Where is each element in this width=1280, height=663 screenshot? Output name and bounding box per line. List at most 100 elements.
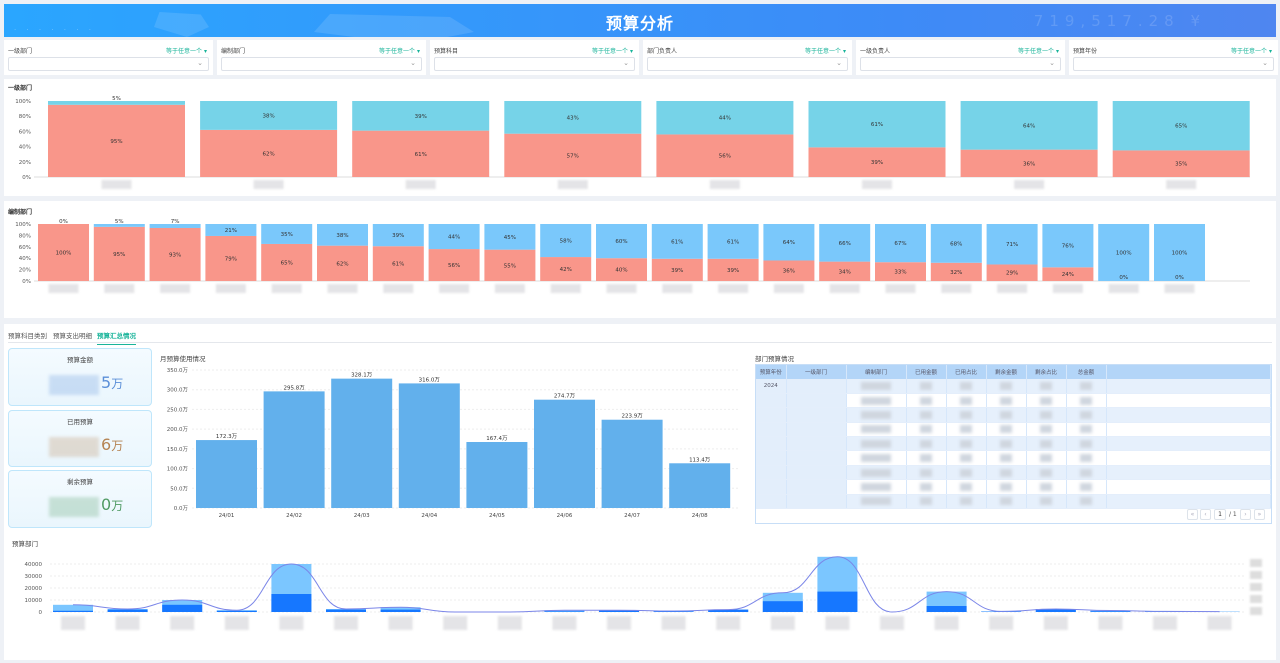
column-header[interactable]: 已用金额 <box>906 365 947 379</box>
redacted-value <box>49 497 99 517</box>
column-header[interactable]: 预算年份 <box>756 365 787 379</box>
redacted-x-label <box>1098 616 1123 630</box>
operator-label: 等于任意一个 <box>166 48 203 55</box>
y-tick-label: 40% <box>19 256 31 262</box>
redacted-x-label <box>607 616 631 630</box>
y-tick-label: 20% <box>19 268 31 274</box>
filter-operator-dropdown[interactable]: 等于任意一个 ▾ <box>166 46 207 55</box>
table-row[interactable] <box>756 422 1271 438</box>
filter-select[interactable]: ⌄ <box>647 57 848 71</box>
label-used: 40% <box>615 268 627 274</box>
redacted-right-axis-label <box>1250 595 1262 603</box>
table-row[interactable] <box>756 436 1271 452</box>
bar-used <box>656 134 794 177</box>
table-row[interactable] <box>756 465 1271 481</box>
column-header[interactable]: 已用占比 <box>946 365 987 379</box>
redacted-x-label <box>1052 284 1083 293</box>
redacted-right-axis-label <box>1250 607 1262 615</box>
bar-remaining <box>596 224 647 259</box>
column-header[interactable]: 一级部门 <box>786 365 847 379</box>
redacted-x-label <box>709 180 740 189</box>
filter-select[interactable]: ⌄ <box>1073 57 1274 71</box>
redacted-x-label <box>494 284 525 293</box>
x-tick-label: 24/06 <box>557 513 573 519</box>
redacted-x-label <box>989 616 1014 630</box>
filter-operator-dropdown[interactable]: 等于任意一个 ▾ <box>1231 46 1272 55</box>
filter-select[interactable]: ⌄ <box>434 57 635 71</box>
filter-operator-dropdown[interactable]: 等于任意一个 ▾ <box>379 46 420 55</box>
last-page-button[interactable]: » <box>1254 509 1265 520</box>
bar-used <box>48 104 185 177</box>
first-page-button[interactable]: « <box>1187 509 1198 520</box>
label-used: 24% <box>1062 272 1074 278</box>
label-remaining: 44% <box>719 116 731 122</box>
chart-title: 月预算使用情况 <box>160 355 206 363</box>
column-header[interactable]: 总金额 <box>1066 365 1107 379</box>
y-tick-label: 100% <box>15 99 31 105</box>
redacted-x-label <box>334 616 358 630</box>
label-used: 61% <box>415 152 427 158</box>
redacted-x-label <box>104 284 135 293</box>
column-header[interactable]: 剩余占比 <box>1026 365 1067 379</box>
redacted-x-label <box>550 284 581 293</box>
card-value: 6万 <box>101 435 124 454</box>
bar-remaining <box>819 224 871 262</box>
label-remaining: 67% <box>894 241 906 247</box>
column-header[interactable]: 编制部门 <box>846 365 907 379</box>
tab-budget-expense[interactable]: 预算支出明细 <box>53 332 92 340</box>
bar-used <box>808 147 946 177</box>
bar-used <box>708 609 749 612</box>
label-used: 35% <box>1175 162 1187 168</box>
label-used: 32% <box>950 270 962 276</box>
bar-used <box>352 130 490 177</box>
tab-budget-category[interactable]: 预算科目类别 <box>8 332 47 340</box>
label-remaining: 66% <box>839 241 851 247</box>
filter-select[interactable]: ⌄ <box>221 57 422 71</box>
next-page-button[interactable]: › <box>1240 509 1251 520</box>
bar-value-label: 172.3万 <box>216 433 238 440</box>
label-remaining: 61% <box>871 122 883 128</box>
bar-used <box>599 610 639 612</box>
bar-remaining <box>484 224 536 250</box>
label-used: 36% <box>1023 161 1035 167</box>
card-title: 已用预算 <box>67 418 93 426</box>
bar-remaining <box>930 224 982 263</box>
table-title: 部门预算情况 <box>755 355 794 363</box>
bar-used <box>53 610 93 612</box>
label-remaining: 100% <box>1116 251 1132 257</box>
filter-select[interactable]: ⌄ <box>860 57 1061 71</box>
bar-used <box>817 591 858 612</box>
label-remaining: 68% <box>950 241 962 247</box>
bar-remaining <box>808 101 946 148</box>
redacted-x-label <box>1207 616 1232 630</box>
bar-remaining <box>1042 224 1094 268</box>
label-remaining: 64% <box>783 240 795 246</box>
tab-divider <box>8 342 1272 343</box>
redacted-x-label <box>825 616 850 630</box>
table-row[interactable] <box>756 407 1271 423</box>
filter-operator-dropdown[interactable]: 等于任意一个 ▾ <box>1018 46 1059 55</box>
redacted-x-label <box>160 284 191 293</box>
filter-select[interactable]: ⌄ <box>8 57 209 71</box>
filter-operator-dropdown[interactable]: 等于任意一个 ▾ <box>805 46 846 55</box>
prev-page-button[interactable]: ‹ <box>1200 509 1211 520</box>
bar-used <box>1112 150 1250 177</box>
table-row[interactable] <box>756 494 1271 510</box>
y-tick-label: 300.0万 <box>167 387 189 394</box>
filter-1: 编制部门 等于任意一个 ▾ ⌄ <box>217 40 426 75</box>
chart-title: 预算部门 <box>12 540 38 548</box>
tab-budget-summary[interactable]: 预算汇总情况 <box>97 330 136 345</box>
column-header[interactable]: 剩余金额 <box>986 365 1027 379</box>
redacted-x-label <box>224 616 249 630</box>
trend-line <box>72 556 1220 613</box>
filter-0: 一级部门 等于任意一个 ▾ ⌄ <box>4 40 213 75</box>
table-row[interactable]: 2024 <box>756 379 1271 394</box>
label-remaining: 61% <box>671 239 683 245</box>
page-input[interactable]: 1 <box>1214 509 1226 520</box>
table-row[interactable] <box>756 479 1271 495</box>
table-row[interactable] <box>756 450 1271 466</box>
table-row[interactable] <box>756 393 1271 409</box>
filter-operator-dropdown[interactable]: 等于任意一个 ▾ <box>592 46 633 55</box>
label-remaining: 5% <box>112 96 121 102</box>
redacted-x-label <box>829 284 860 293</box>
